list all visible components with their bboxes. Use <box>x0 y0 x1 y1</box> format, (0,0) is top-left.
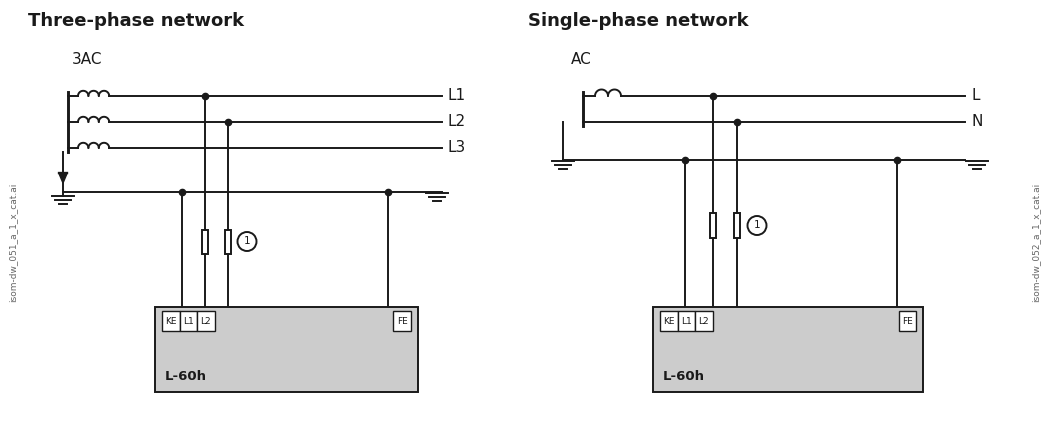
Bar <box>652 307 923 392</box>
Text: L-60h: L-60h <box>663 370 705 382</box>
Bar <box>678 311 695 331</box>
Text: AC: AC <box>571 53 592 68</box>
Text: L1: L1 <box>681 316 691 325</box>
Bar <box>660 311 678 331</box>
Bar <box>179 311 197 331</box>
Text: FE: FE <box>397 316 408 325</box>
Bar <box>155 307 418 392</box>
Polygon shape <box>59 173 67 183</box>
Text: N: N <box>971 114 982 130</box>
Bar <box>197 311 214 331</box>
Text: 1: 1 <box>753 221 761 230</box>
Bar <box>201 229 209 254</box>
Text: Three-phase network: Three-phase network <box>28 12 244 30</box>
Bar <box>224 229 231 254</box>
Bar <box>710 213 716 237</box>
Bar <box>393 311 411 331</box>
Text: L1: L1 <box>183 316 194 325</box>
Text: L: L <box>971 88 980 103</box>
Text: FE: FE <box>902 316 913 325</box>
Text: L2: L2 <box>200 316 211 325</box>
Text: isom-dw_051_a_1_x_cat.ai: isom-dw_051_a_1_x_cat.ai <box>8 182 18 302</box>
Text: KE: KE <box>165 316 176 325</box>
Text: L2: L2 <box>699 316 709 325</box>
Text: L2: L2 <box>448 114 466 130</box>
Text: Single-phase network: Single-phase network <box>528 12 749 30</box>
Text: isom-dw_052_a_1_x_cat.ai: isom-dw_052_a_1_x_cat.ai <box>1031 183 1041 301</box>
Bar <box>899 311 916 331</box>
Text: L1: L1 <box>448 88 466 103</box>
Text: 3AC: 3AC <box>72 53 103 68</box>
Bar <box>733 213 741 237</box>
Text: L-60h: L-60h <box>165 370 207 382</box>
Text: L3: L3 <box>448 141 466 156</box>
Bar <box>695 311 712 331</box>
Text: 1: 1 <box>243 236 251 247</box>
Bar <box>162 311 179 331</box>
Text: KE: KE <box>663 316 675 325</box>
